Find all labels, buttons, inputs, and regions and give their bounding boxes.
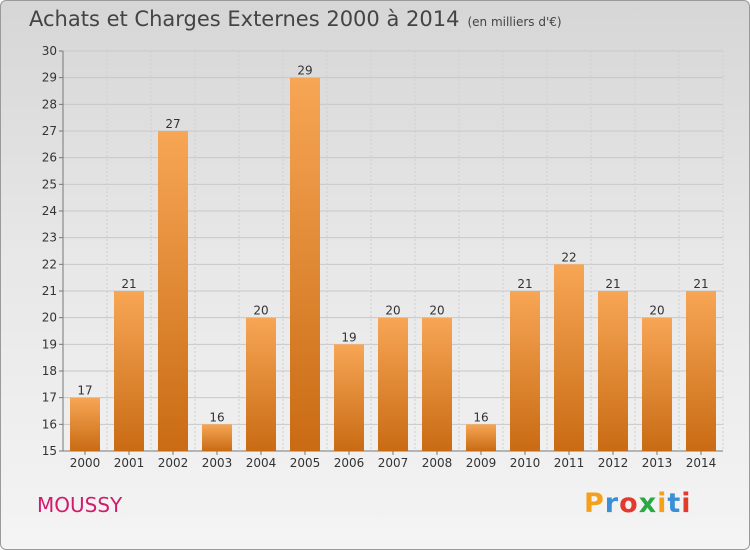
value-label-2008: 20 [429, 304, 444, 318]
x-tick-label-2012: 2012 [598, 456, 629, 470]
value-label-2004: 20 [253, 304, 268, 318]
bar-2009 [466, 424, 496, 451]
value-label-2003: 16 [209, 410, 224, 424]
x-tick-label-2005: 2005 [290, 456, 321, 470]
bar-2003 [202, 424, 232, 451]
y-tick-label: 28 [42, 97, 57, 111]
bar-2004 [246, 317, 276, 451]
x-tick-label-2002: 2002 [158, 456, 189, 470]
value-label-2000: 17 [77, 384, 92, 398]
y-tick-label: 18 [42, 364, 57, 378]
x-tick-label-2013: 2013 [642, 456, 673, 470]
bar-2010 [510, 291, 540, 451]
commune-name: MOUSSY [37, 493, 123, 517]
logo-letter: x [638, 488, 658, 519]
y-tick-label: 29 [42, 71, 57, 85]
y-tick-label: 20 [42, 311, 57, 325]
x-tick-label-2009: 2009 [466, 456, 497, 470]
value-label-2009: 16 [473, 410, 488, 424]
y-tick-label: 22 [42, 257, 57, 271]
proxiti-logo: Proxiti [584, 488, 692, 519]
value-label-2013: 20 [649, 304, 664, 318]
logo-letter: P [584, 488, 605, 519]
x-tick-label-2004: 2004 [246, 456, 277, 470]
y-tick-label: 23 [42, 231, 57, 245]
value-label-2005: 29 [297, 64, 312, 78]
bar-2006 [334, 344, 364, 451]
bar-2012 [598, 291, 628, 451]
x-tick-label-2007: 2007 [378, 456, 409, 470]
x-tick-label-2014: 2014 [686, 456, 717, 470]
y-tick-label: 19 [42, 337, 57, 351]
x-tick-label-2011: 2011 [554, 456, 585, 470]
bars [70, 77, 716, 452]
value-label-2002: 27 [165, 117, 180, 131]
value-label-2012: 21 [605, 277, 620, 291]
y-tick-label: 26 [42, 151, 57, 165]
bar-2005 [290, 77, 320, 452]
logo-letter: t [667, 488, 682, 519]
x-tick-label-2006: 2006 [334, 456, 365, 470]
x-tick-label-2008: 2008 [422, 456, 453, 470]
value-label-2010: 21 [517, 277, 532, 291]
bar-2014 [686, 291, 716, 451]
bar-2011 [554, 264, 584, 451]
logo-letter: o [619, 488, 639, 519]
y-tick-label: 25 [42, 177, 57, 191]
bar-2013 [642, 317, 672, 451]
value-label-2007: 20 [385, 304, 400, 318]
logo-letter: i [657, 488, 668, 519]
chart-subtitle: (en milliers d'€) [467, 15, 562, 29]
bar-2001 [114, 291, 144, 451]
y-tick-label: 15 [42, 444, 57, 458]
x-tick-label-2003: 2003 [202, 456, 233, 470]
bar-2002 [158, 131, 188, 451]
logo-letter: r [604, 488, 620, 519]
y-tick-label: 30 [42, 44, 57, 58]
value-label-2011: 22 [561, 250, 576, 264]
y-tick-label: 24 [42, 204, 57, 218]
y-tick-label: 17 [42, 391, 57, 405]
value-label-2001: 21 [121, 277, 136, 291]
y-tick-label: 16 [42, 417, 57, 431]
chart-title-text: Achats et Charges Externes 2000 à 2014 [29, 7, 460, 31]
x-tick-label-2000: 2000 [70, 456, 101, 470]
bar-2000 [70, 397, 100, 451]
chart-title: Achats et Charges Externes 2000 à 2014 (e… [29, 7, 562, 31]
value-label-2014: 21 [693, 277, 708, 291]
y-tick-label: 21 [42, 284, 57, 298]
y-tick-label: 27 [42, 124, 57, 138]
bar-2008 [422, 317, 452, 451]
x-tick-label-2001: 2001 [114, 456, 145, 470]
x-tick-label-2010: 2010 [510, 456, 541, 470]
value-label-2006: 19 [341, 330, 356, 344]
labels: 15 16 17 18 19 20 21 22 23 24 25 26 27 28 29 30 17 2000 21… [42, 44, 717, 470]
logo-letter: i [681, 488, 692, 519]
bar-2007 [378, 317, 408, 451]
